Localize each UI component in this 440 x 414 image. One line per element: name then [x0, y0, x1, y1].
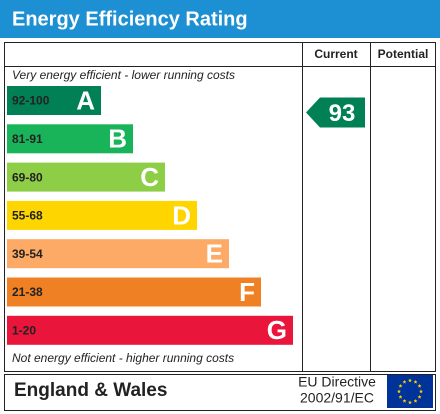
- header-bar: [0, 0, 440, 38]
- eu-star: [413, 379, 418, 384]
- band-range: 69-80: [12, 170, 43, 184]
- band: [7, 277, 261, 307]
- eu-star: [408, 400, 412, 405]
- main-frame: [4, 42, 436, 372]
- eu-star: [397, 389, 401, 394]
- eu-star: [402, 398, 407, 403]
- eu-star: [419, 389, 423, 394]
- eu-star: [417, 383, 422, 388]
- current-value: 93: [329, 100, 356, 127]
- band-letter: F: [239, 277, 255, 307]
- top-note: Very energy efficient - lower running co…: [12, 68, 235, 82]
- eu-stars: [397, 378, 423, 405]
- band: [7, 124, 133, 154]
- band: [7, 200, 197, 230]
- band-letter: G: [267, 315, 287, 345]
- title: Energy Efficiency Rating: [12, 8, 248, 30]
- band-range: 1-20: [12, 323, 36, 337]
- band: [7, 315, 293, 345]
- directive: EU Directive: [298, 374, 376, 390]
- eu-star: [402, 379, 407, 384]
- eu-star: [417, 394, 422, 399]
- band-letter: C: [140, 162, 159, 192]
- eu-star: [398, 383, 403, 388]
- footer-frame: [4, 374, 436, 411]
- band: [7, 239, 229, 269]
- directive: 2002/91/EC: [300, 390, 374, 406]
- current-arrow: [306, 97, 365, 128]
- band-range: 81-91: [12, 132, 43, 146]
- band: [7, 86, 101, 115]
- band-range: 92-100: [12, 94, 50, 108]
- eu-star: [398, 394, 403, 399]
- band-range: 39-54: [12, 247, 43, 261]
- column-header: Potential: [378, 47, 429, 61]
- band-letter: A: [76, 85, 95, 115]
- band-range: 55-68: [12, 209, 43, 223]
- eu-star: [408, 378, 412, 383]
- region: England & Wales: [14, 380, 167, 401]
- band-letter: D: [172, 200, 191, 230]
- band: [7, 162, 165, 192]
- bottom-note: Not energy efficient - higher running co…: [12, 351, 234, 365]
- column-header: Current: [314, 47, 357, 61]
- band-letter: E: [206, 239, 223, 269]
- eu-star: [413, 398, 418, 403]
- band-range: 21-38: [12, 285, 43, 299]
- band-letter: B: [108, 124, 127, 154]
